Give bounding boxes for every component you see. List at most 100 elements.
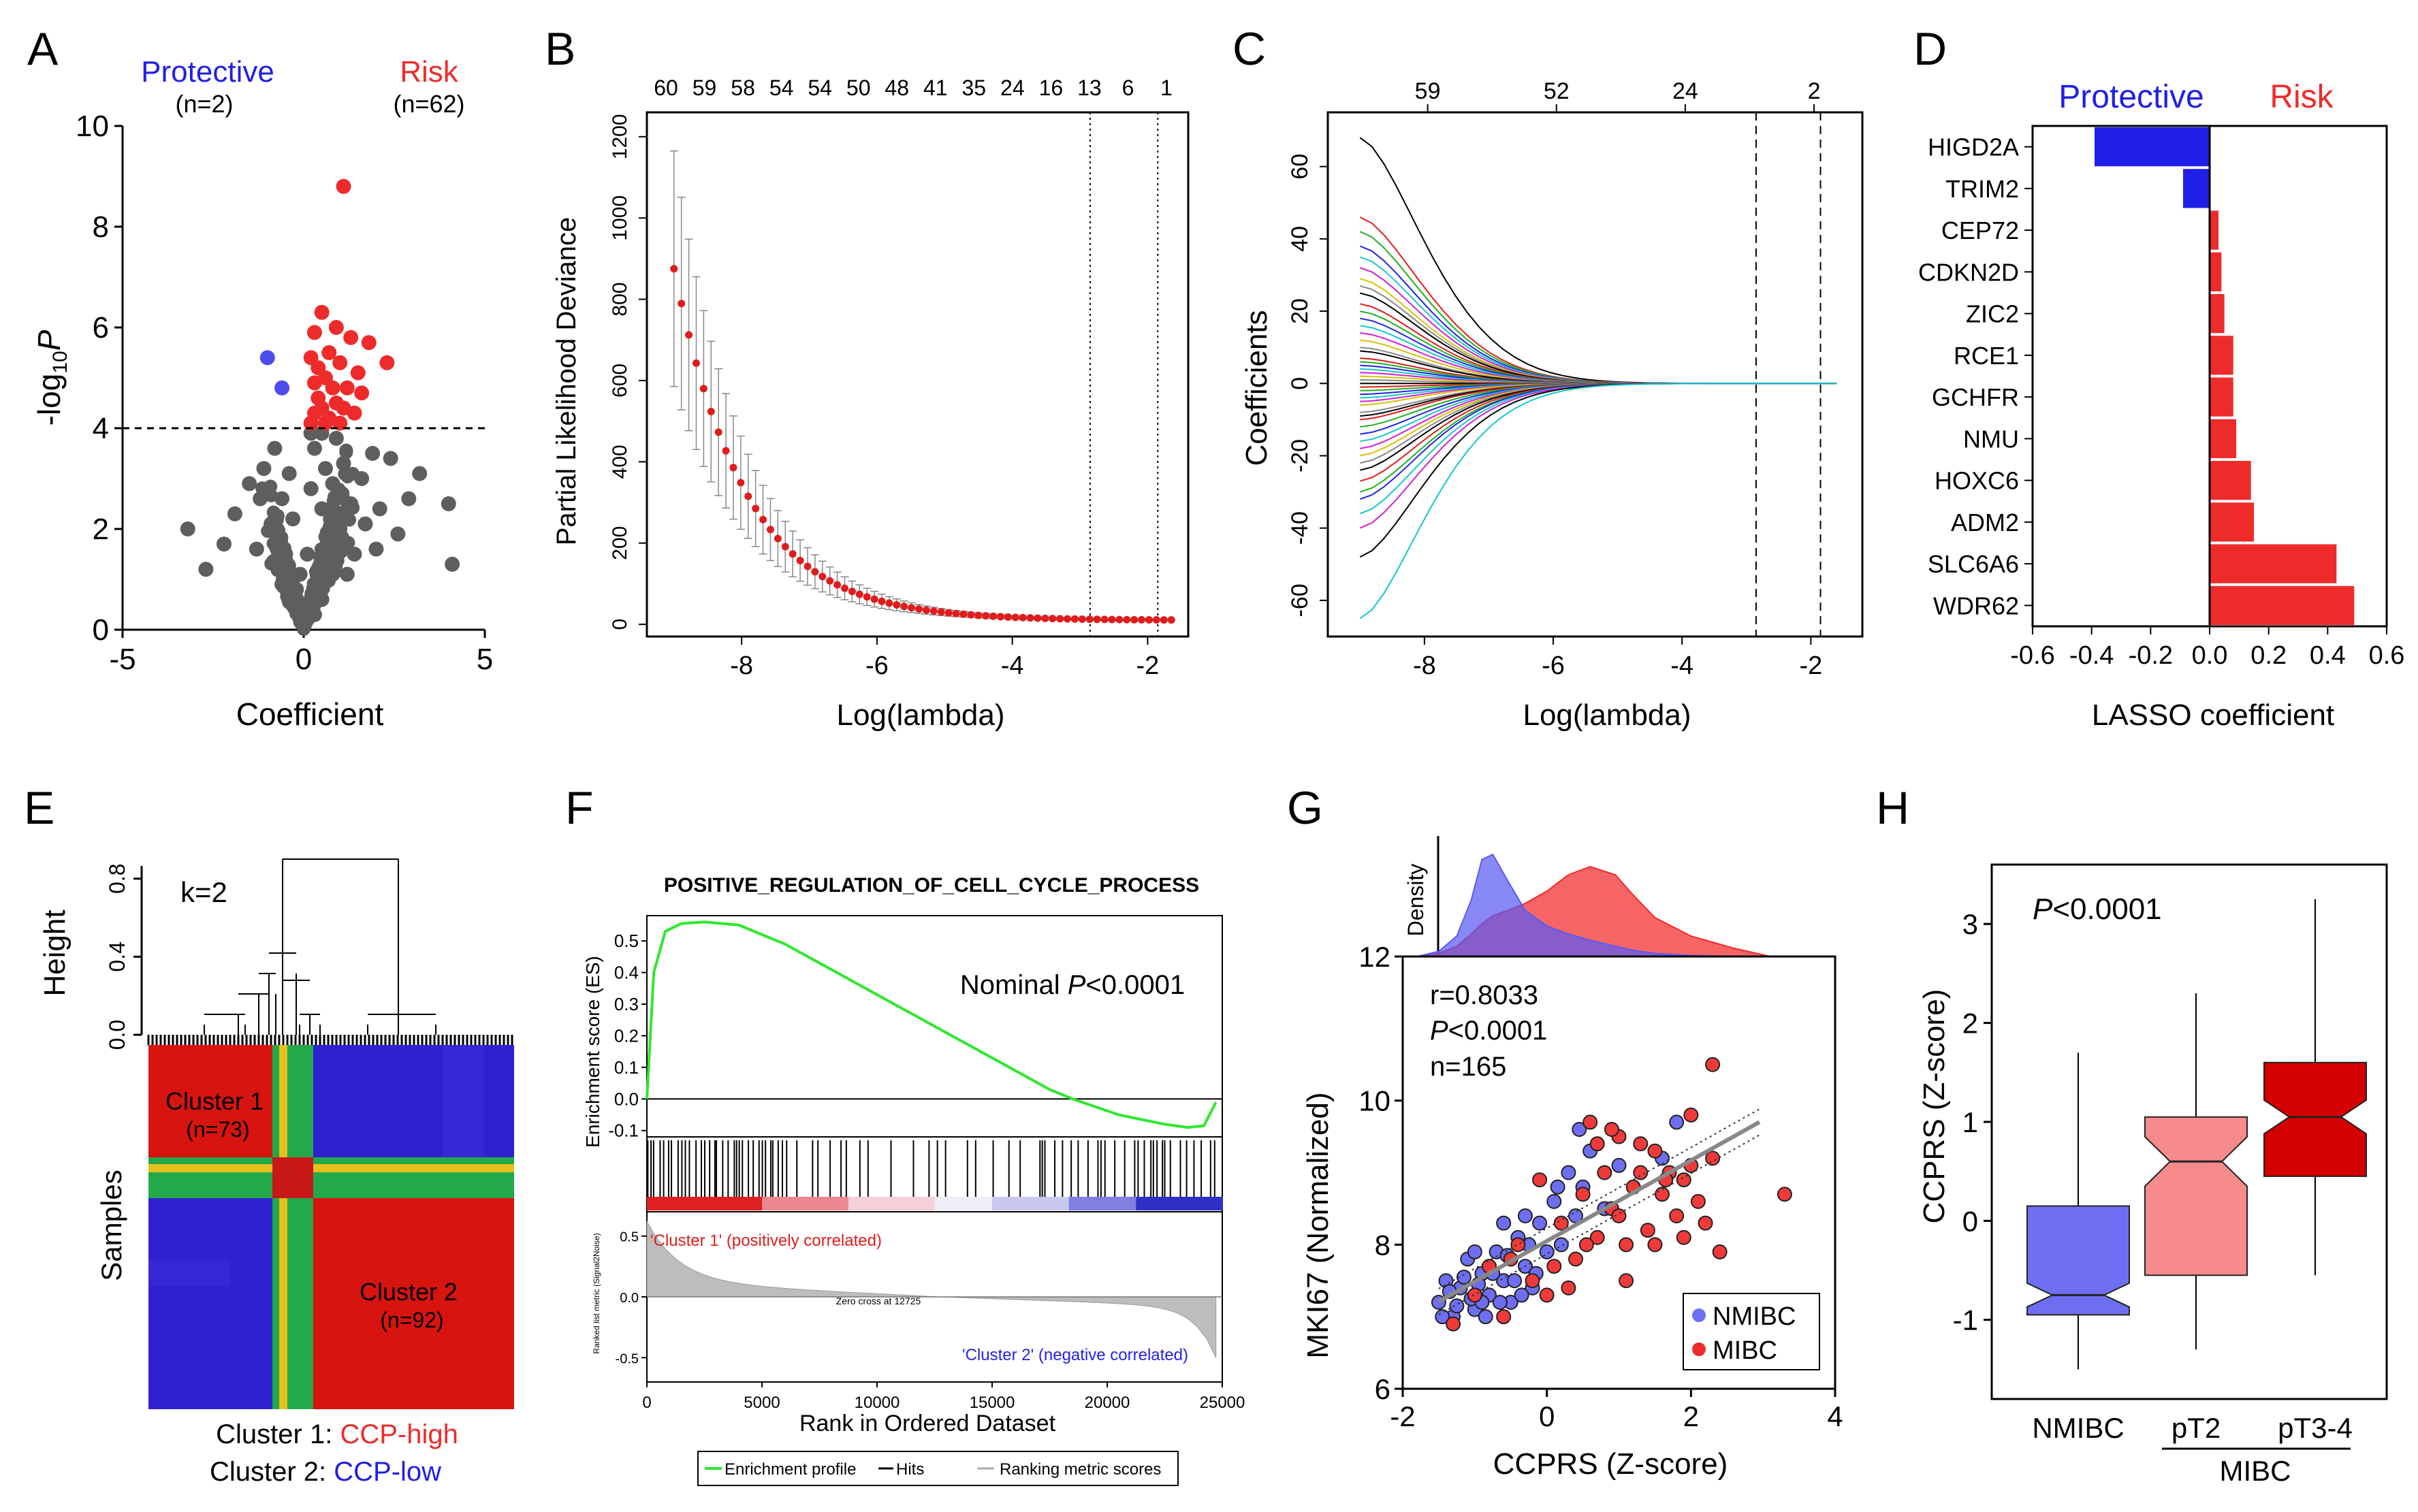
h-box [2144, 1116, 2248, 1276]
f-rank-color-bar [944, 1197, 955, 1210]
f-rank-color-bar [1021, 1197, 1032, 1210]
b-deviance-point [900, 602, 908, 611]
e-caption-1: Cluster 1: CCP-high [216, 1419, 458, 1449]
b-top-tick-label: 16 [1039, 76, 1064, 100]
a-risk-point [325, 380, 340, 396]
g-ci-lower [1438, 1134, 1760, 1315]
panel-h: -1 0 1 2 3 NMIBC pT2 pT3-4 CCPRS (Z-score) P<0.… [1918, 863, 2388, 1487]
c-coefficient-path [1359, 216, 1837, 385]
a-grey-point [303, 481, 319, 496]
b-deviance-point [1034, 614, 1042, 622]
a-legend-risk: Risk [400, 55, 459, 89]
b-xtick-label: -8 [730, 652, 753, 680]
f-metric-tick-label: 0.0 [620, 1291, 639, 1306]
b-ytick-label: 200 [609, 526, 631, 560]
f-rank-color-bar [1193, 1197, 1204, 1210]
g-mibc-point [1633, 1136, 1649, 1152]
f-rank-color-bar [992, 1197, 1003, 1210]
g-mibc-point [1589, 1136, 1605, 1152]
b-deviance-point [685, 331, 693, 339]
a-risk-point [303, 415, 319, 431]
panel-letter-f: F [565, 782, 594, 834]
b-deviance-point [1093, 615, 1101, 624]
f-rank-color-bar [1126, 1197, 1137, 1210]
f-legend-es: Enrichment profile [725, 1460, 856, 1479]
b-deviance-point [766, 526, 774, 534]
f-xtick-label: 10000 [855, 1394, 900, 1412]
a-grey-point [198, 562, 214, 577]
c-coefficient-path [1360, 285, 1837, 385]
e-ytick-label: 0.8 [105, 863, 129, 893]
a-risk-point [328, 320, 344, 335]
a-grey-point [267, 440, 283, 456]
g-legend-mibc: MIBC [1713, 1336, 1777, 1365]
g-mibc-point [1647, 1143, 1663, 1159]
g-ylabel: MKI67 (Normalized) [1301, 1092, 1335, 1358]
f-annotation-prefix: Nominal [960, 970, 1068, 1000]
h-ytick-label: 2 [1962, 1008, 1978, 1040]
g-mibc-point [1578, 1237, 1594, 1253]
d-bar [2095, 127, 2210, 167]
f-rank-color-bar [1068, 1197, 1079, 1210]
d-bar [2210, 419, 2236, 458]
panel-d: Protective Risk HIGD2A TRIM2 CEP72 CDKN2D ZI… [1918, 79, 2404, 732]
g-mibc-point [1589, 1229, 1605, 1245]
a-grey-point [281, 466, 297, 481]
a-ylabel-sub: 10 [49, 351, 71, 373]
f-xtick-label: 20000 [1085, 1394, 1130, 1412]
f-rank-color-bar [867, 1197, 878, 1210]
b-ytick-label: 800 [609, 283, 631, 317]
b-deviance-point [967, 611, 975, 619]
f-rank-color-bar [1002, 1197, 1013, 1210]
d-gene-label: TRIM2 [1945, 175, 2019, 203]
g-ytick-label: 12 [1358, 941, 1390, 973]
a-grey-point [264, 516, 279, 532]
b-deviance-point [974, 611, 983, 620]
f-es-curve [646, 920, 1218, 1129]
a-legend-protective: Protective [141, 55, 274, 89]
b-ylabel: Partial Likelihood Deviance [552, 217, 582, 546]
g-plot-area: 6 8 10 12 -2 0 2 4 [1358, 836, 1843, 1432]
a-grey-point [320, 551, 334, 566]
b-xtick-label: -4 [1001, 652, 1024, 680]
b-deviance-point [915, 605, 923, 613]
b-deviance-point [744, 492, 752, 500]
g-mibc-point [1683, 1107, 1699, 1123]
g-mibc-point [1582, 1114, 1598, 1130]
g-mibc-point [1546, 1259, 1562, 1274]
d-gene-label: ADM2 [1951, 509, 2019, 536]
a-grey-point [306, 440, 322, 456]
b-plot-area: 0 200 400 600 800 1000 1200 -8 -6 -4 -2 60 59 58 54 54 5… [609, 76, 1190, 680]
f-annotation: Nominal P<0.0001 [960, 970, 1185, 1000]
b-deviance-point [855, 590, 863, 598]
panel-f: POSITIVE_REGULATION_OF_CELL_CYCLE_PROCES… [582, 874, 1245, 1486]
c-coefficient-path [1359, 245, 1837, 385]
a-risk-point [306, 375, 322, 391]
b-deviance-point [929, 607, 938, 615]
panel-letter-g: G [1287, 782, 1323, 834]
f-rank-color-bar [791, 1197, 801, 1210]
f-rank-color-bar [1097, 1197, 1108, 1210]
a-grey-point [274, 491, 290, 506]
h-category-label: NMIBC [2032, 1412, 2124, 1444]
f-legend-hits: Hits [896, 1460, 924, 1479]
f-legend-box [697, 1451, 1179, 1486]
a-protective-point [274, 380, 290, 396]
a-risk-point [350, 365, 366, 381]
a-grey-point [285, 597, 301, 612]
d-xtick-label: 0.2 [2250, 641, 2287, 670]
g-frame [1401, 955, 1836, 1390]
g-density-label: Density [1403, 864, 1428, 937]
f-rank-color-bar [733, 1197, 744, 1210]
f-rank-color-bar [925, 1197, 936, 1210]
g-r-text: r=0.8033 [1430, 980, 1538, 1010]
f-rank-color-bar [810, 1197, 821, 1210]
f-zero-cross: Zero cross at 12725 [836, 1296, 921, 1306]
b-deviance-point [1026, 614, 1034, 622]
b-deviance-point [692, 359, 700, 367]
e-band-horizontal [148, 1157, 514, 1198]
d-bar [2210, 377, 2233, 417]
a-grey-point [274, 577, 290, 592]
c-coefficient-path [1360, 383, 1837, 443]
g-nmibc-point [1435, 1309, 1450, 1325]
